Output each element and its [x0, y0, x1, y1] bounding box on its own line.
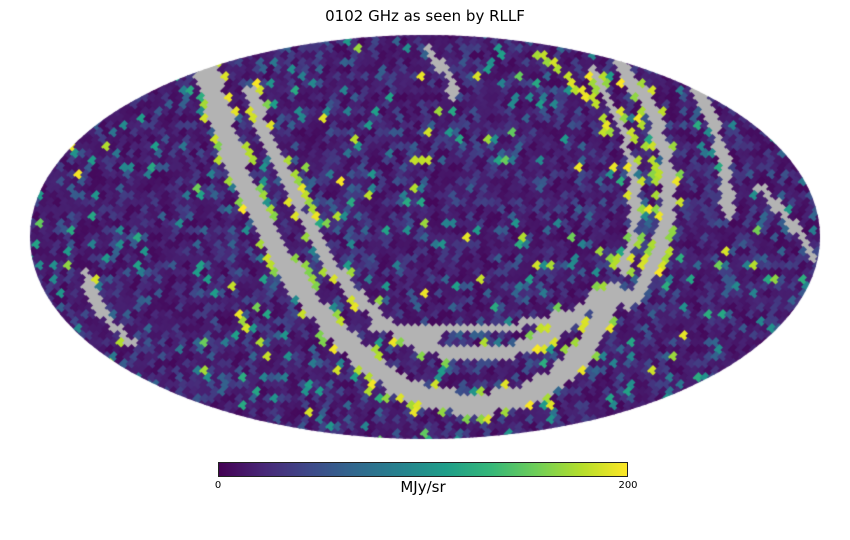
colorbar-label: MJy/sr [400, 478, 446, 496]
mollweide-sky-map [0, 28, 850, 448]
colorbar-tick-min: 0 [214, 480, 222, 491]
colorbar [218, 462, 628, 477]
chart-title: 0102 GHz as seen by RLLF [325, 7, 525, 25]
colorbar-tick-max: 200 [618, 480, 638, 491]
